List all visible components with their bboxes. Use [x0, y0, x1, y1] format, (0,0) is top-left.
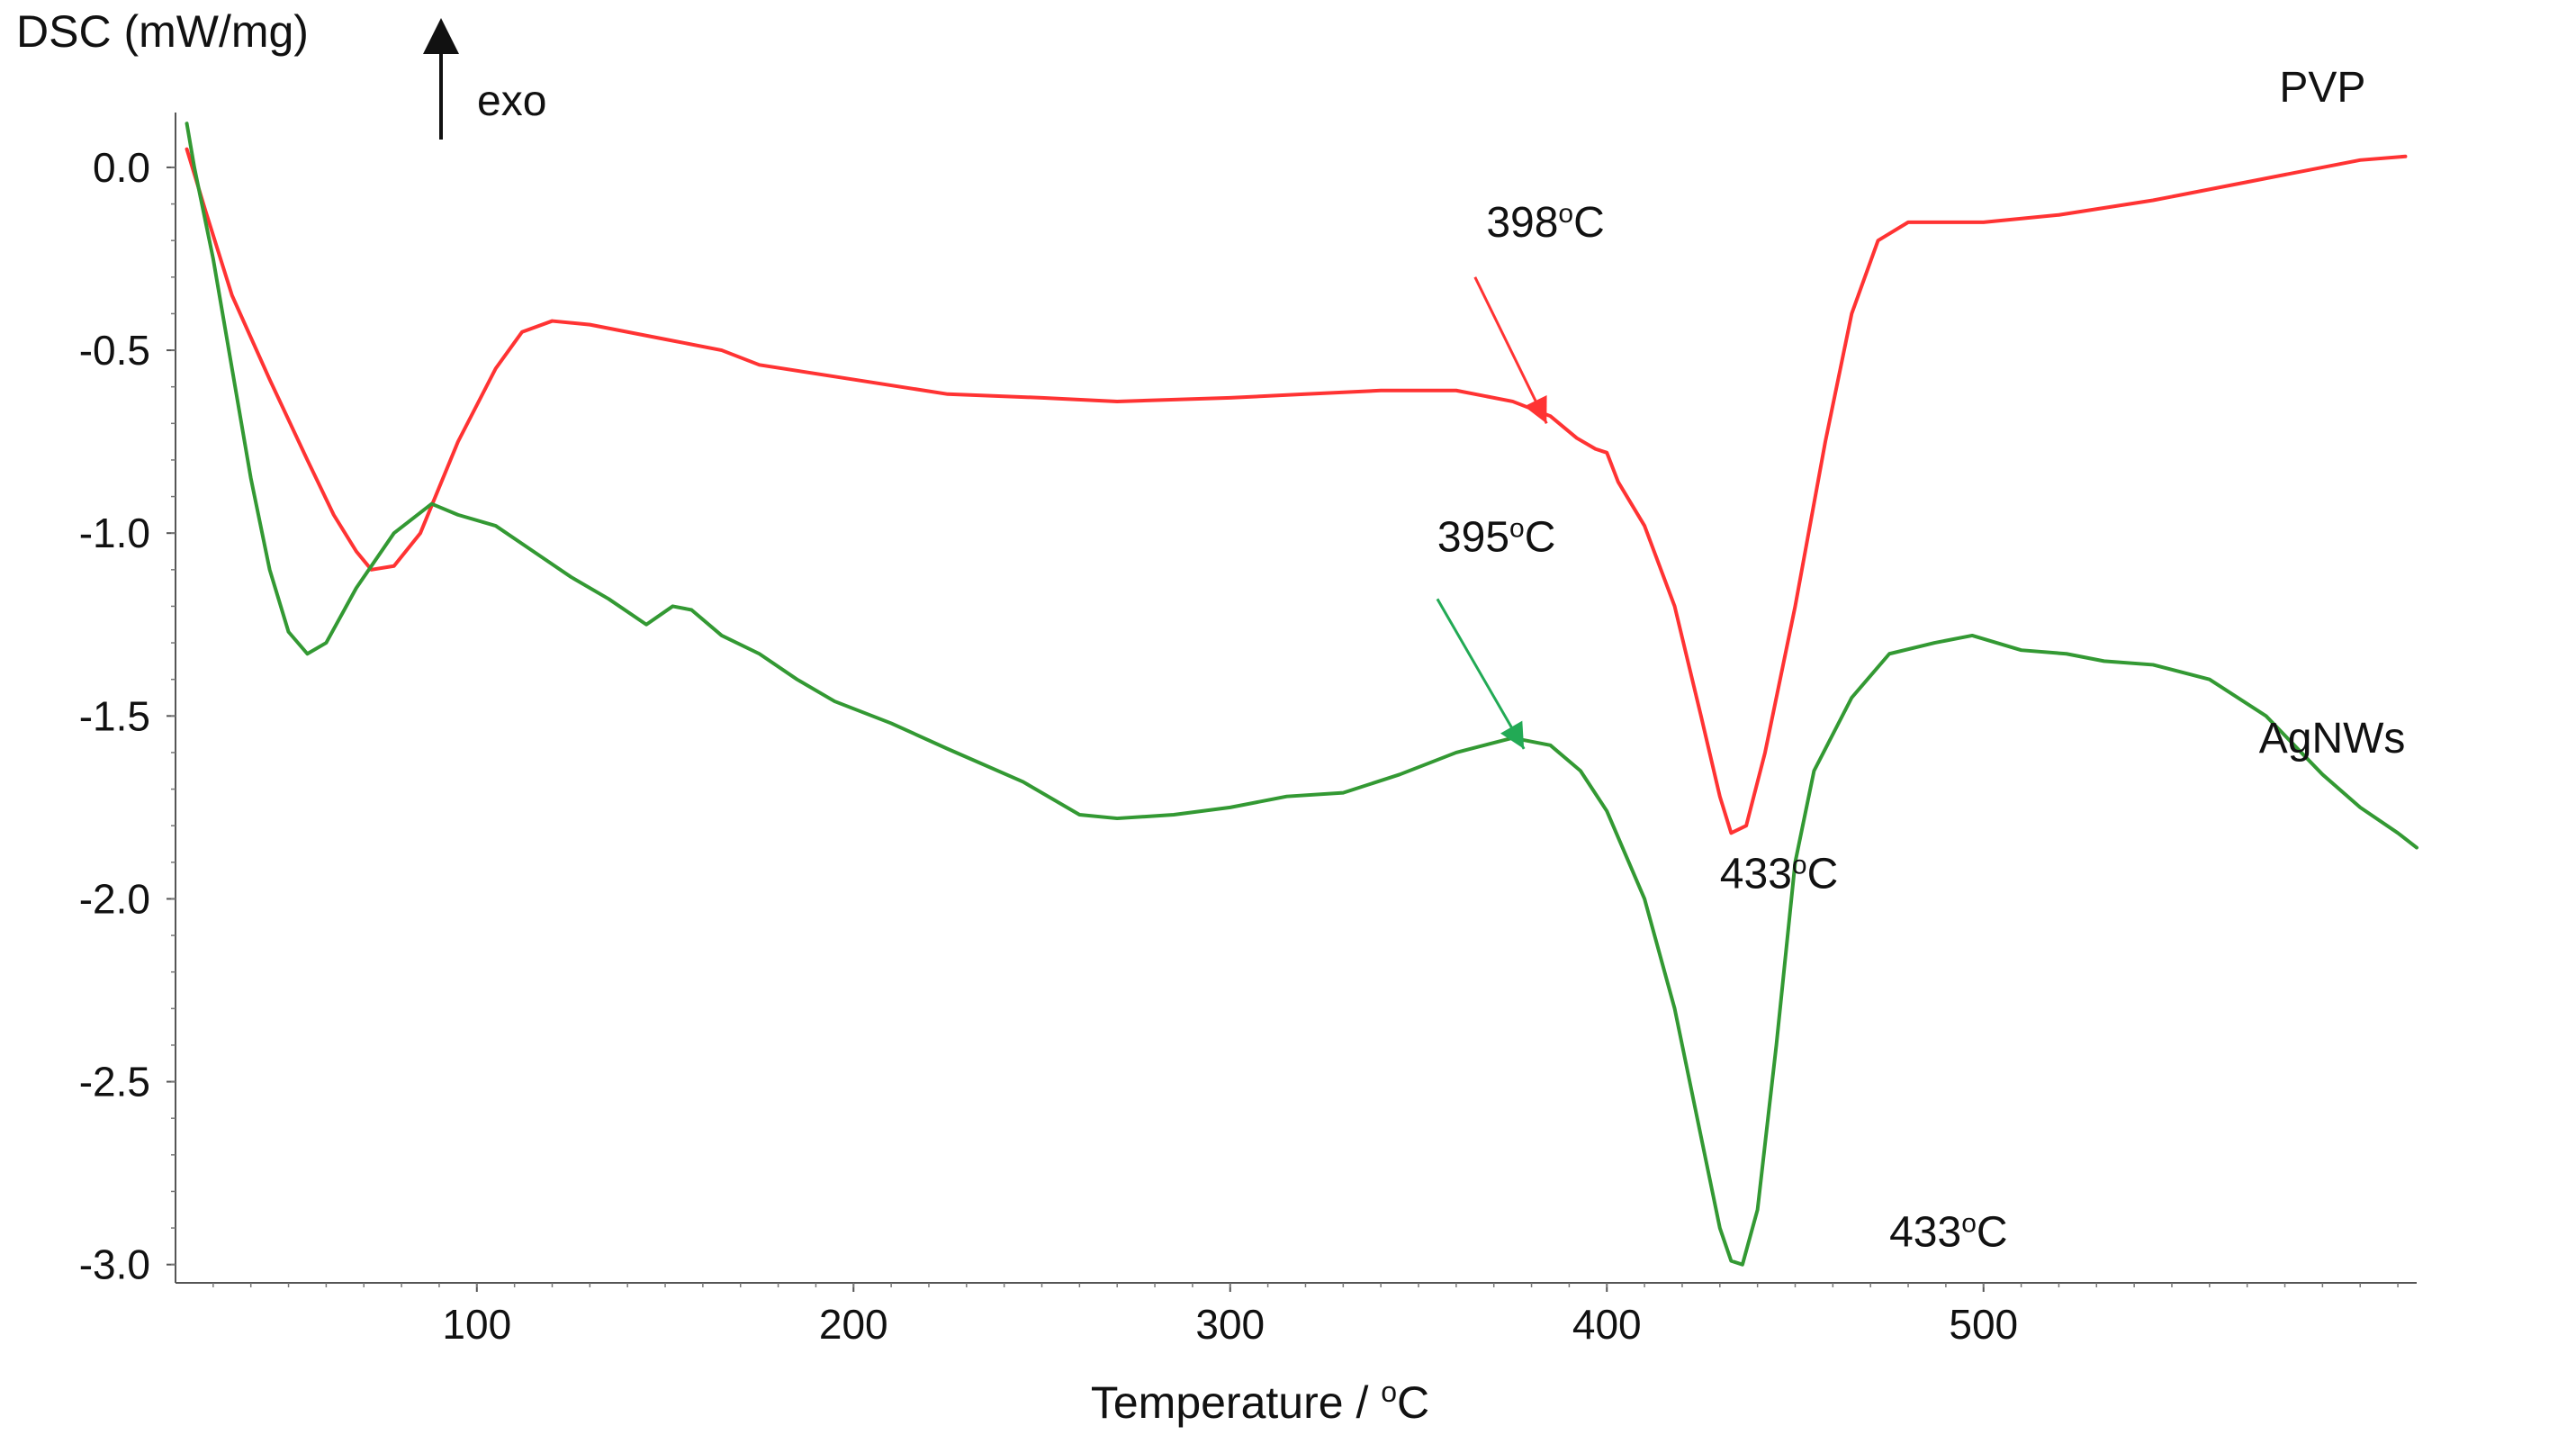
annotation-degree: o: [1792, 850, 1807, 880]
annotation-value: 395: [1437, 514, 1509, 562]
annotation-degree: o: [1961, 1208, 1977, 1238]
annotation-unit: C: [1807, 850, 1839, 898]
y-axis-label: DSC (mW/mg): [16, 6, 309, 57]
annotation-unit: C: [1573, 199, 1605, 247]
y-tick-label: -1.5: [79, 692, 150, 739]
annotation-degree: o: [1509, 513, 1525, 543]
x-tick-label: 500: [1949, 1301, 2018, 1348]
exo-label: exo: [477, 77, 546, 125]
annotation-arrow-head-1: [1500, 720, 1525, 749]
x-axis-degree-symbol: o: [1381, 1376, 1397, 1408]
annotation-label-2: 433oC: [1720, 850, 1838, 898]
x-tick-label: 100: [442, 1301, 511, 1348]
annotation-unit: C: [1977, 1208, 2008, 1256]
x-tick-label: 200: [819, 1301, 888, 1348]
annotation-arrow-line-0: [1473, 276, 1548, 424]
annotation-value: 433: [1889, 1208, 1961, 1256]
x-axis-label: Temperature / oC: [1091, 1376, 1429, 1428]
series-label-pvp: PVP: [2279, 64, 2365, 112]
series-label-agnws: AgNWs: [2259, 715, 2406, 763]
annotation-value: 398: [1486, 199, 1558, 247]
y-tick-label: -0.5: [79, 327, 150, 374]
y-tick-label: -2.5: [79, 1059, 150, 1106]
annotation-arrow-line-1: [1436, 598, 1526, 750]
annotation-arrow-head-0: [1524, 395, 1547, 424]
annotation-label-3: 433oC: [1889, 1208, 2007, 1257]
x-axis-label-prefix: Temperature /: [1091, 1377, 1381, 1428]
x-tick-label: 300: [1195, 1301, 1265, 1348]
annotation-label-0: 398oC: [1486, 199, 1604, 248]
annotation-degree: o: [1558, 199, 1573, 229]
axes-group: 0.0 -0.5 -1.0 -1.5 -2.0 -2.5 -3.0 100 200 300 400 5…: [79, 113, 2417, 1348]
x-tick-label: 400: [1572, 1301, 1642, 1348]
series-line-pvp: [185, 147, 2408, 835]
curve-group: [185, 122, 2418, 1267]
y-tick-label: -3.0: [79, 1241, 150, 1288]
annotation-unit: C: [1525, 514, 1556, 562]
annotation-label-1: 395oC: [1437, 513, 1555, 562]
y-tick-label: 0.0: [93, 144, 150, 191]
x-axis-unit: C: [1397, 1377, 1429, 1428]
y-tick-label: -1.0: [79, 510, 150, 556]
series-line-agnws: [185, 122, 2418, 1267]
annotation-value: 433: [1720, 850, 1792, 898]
y-tick-label: -2.0: [79, 875, 150, 922]
